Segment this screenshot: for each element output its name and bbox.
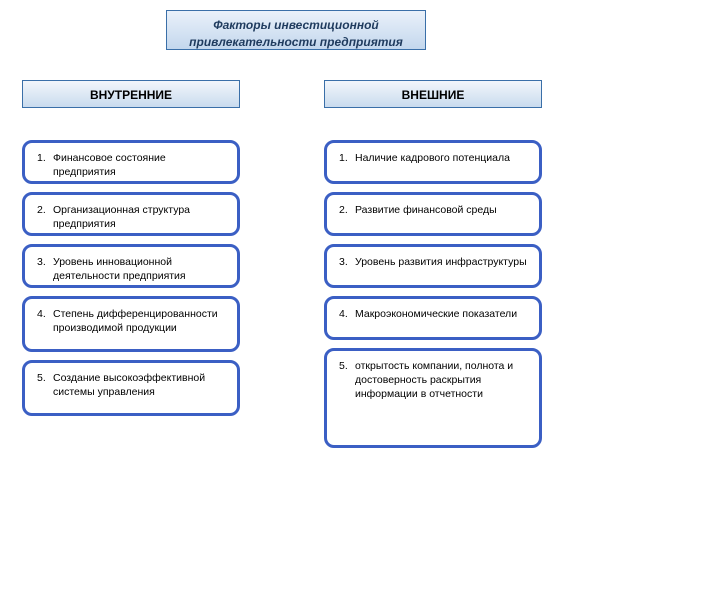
external-item: 2. Развитие финансовой среды	[324, 192, 542, 236]
item-number: 2.	[37, 203, 46, 217]
category-header-internal: ВНУТРЕННИЕ	[22, 80, 240, 108]
item-number: 5.	[37, 371, 46, 385]
item-number: 5.	[339, 359, 348, 373]
item-number: 1.	[339, 151, 348, 165]
internal-item: 4. Степень дифференцированности производи…	[22, 296, 240, 352]
item-text: Макроэкономические показатели	[355, 308, 517, 320]
internal-item: 5. Создание высокоэффективной системы упр…	[22, 360, 240, 416]
item-number: 4.	[37, 307, 46, 321]
item-number: 3.	[339, 255, 348, 269]
item-text: Степень дифференцированности производимо…	[53, 308, 218, 334]
item-text: Финансовое состояние предприятия	[53, 152, 166, 178]
diagram-title: Факторы инвестиционной привлекательности…	[166, 10, 426, 50]
internal-item: 2. Организационная структура предприятия	[22, 192, 240, 236]
internal-item: 1. Финансовое состояние предприятия	[22, 140, 240, 184]
title-line2: привлекательности предприятия	[189, 35, 403, 49]
category-label: ВНУТРЕННИЕ	[90, 88, 172, 102]
title-line1: Факторы инвестиционной	[213, 18, 378, 32]
item-text: Уровень инновационной деятельности предп…	[53, 256, 186, 282]
item-text: Наличие кадрового потенциала	[355, 152, 510, 164]
category-label: ВНЕШНИЕ	[402, 88, 465, 102]
internal-item: 3. Уровень инновационной деятельности пре…	[22, 244, 240, 288]
item-number: 1.	[37, 151, 46, 165]
item-text: Организационная структура предприятия	[53, 204, 190, 230]
external-item: 3. Уровень развития инфраструктуры	[324, 244, 542, 288]
category-header-external: ВНЕШНИЕ	[324, 80, 542, 108]
item-number: 3.	[37, 255, 46, 269]
item-text: Развитие финансовой среды	[355, 204, 497, 216]
external-item: 1. Наличие кадрового потенциала	[324, 140, 542, 184]
external-item: 4. Макроэкономические показатели	[324, 296, 542, 340]
item-text: открытость компании, полнота и достоверн…	[355, 360, 513, 400]
item-number: 2.	[339, 203, 348, 217]
item-number: 4.	[339, 307, 348, 321]
item-text: Уровень развития инфраструктуры	[355, 256, 527, 268]
external-item: 5. открытость компании, полнота и достове…	[324, 348, 542, 448]
item-text: Создание высокоэффективной системы управ…	[53, 372, 205, 398]
